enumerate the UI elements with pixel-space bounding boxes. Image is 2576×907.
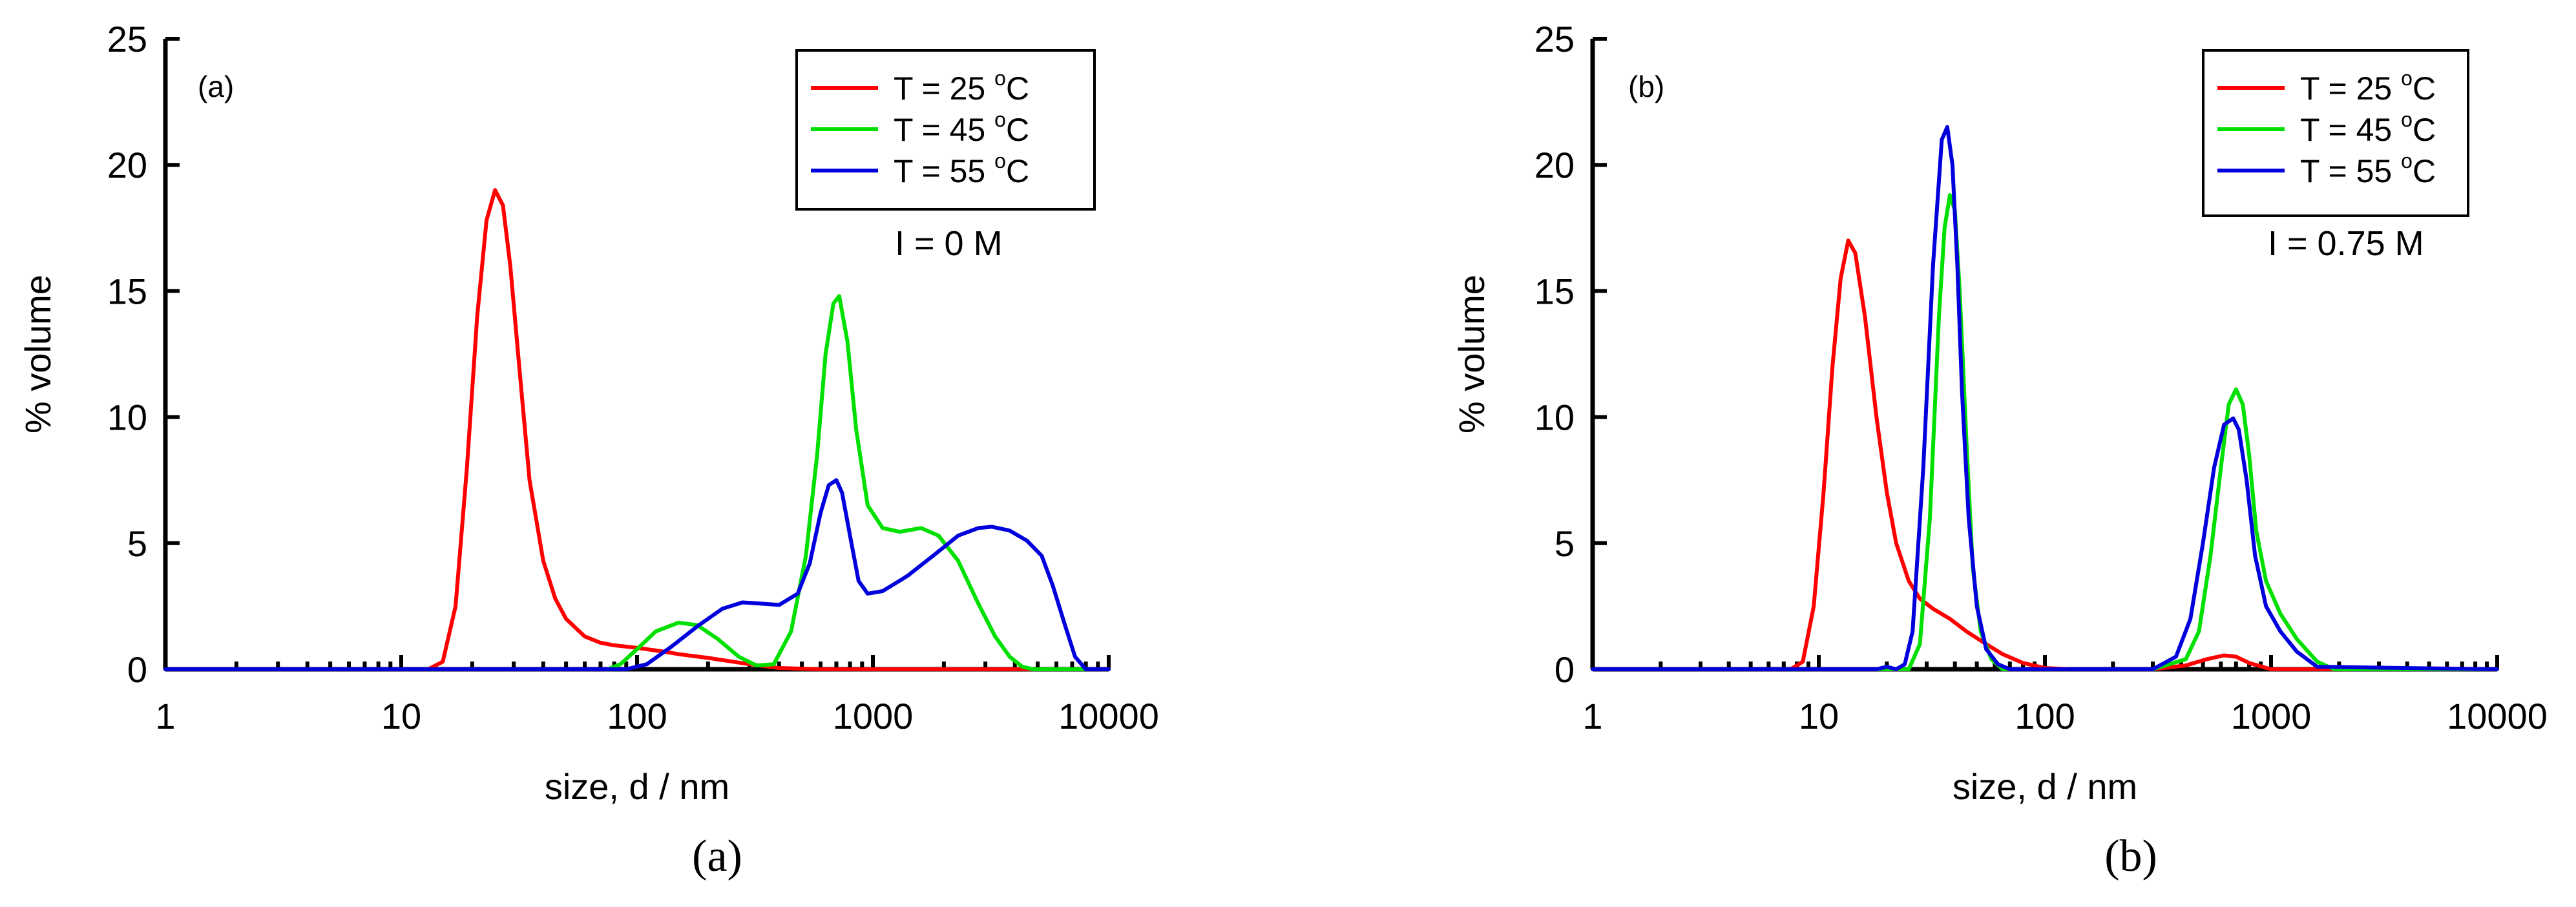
y-tick-label: 25 bbox=[1534, 19, 1575, 59]
x-tick-label: 10 bbox=[1799, 696, 1839, 736]
panel-caption: (a) bbox=[692, 831, 742, 881]
legend-label-degree: o bbox=[2401, 67, 2413, 90]
x-tick-label: 10 bbox=[381, 696, 421, 736]
legend-label-text: T = 45 bbox=[894, 112, 994, 148]
legend-label-unit: C bbox=[1006, 70, 1029, 107]
legend-label-degree: o bbox=[994, 149, 1006, 172]
series-line-3 bbox=[163, 478, 1111, 671]
x-tick-label: 1000 bbox=[2231, 696, 2312, 736]
y-tick-label: 5 bbox=[127, 523, 147, 564]
legend-label-unit: C bbox=[1006, 112, 1029, 148]
y-tick-label: 10 bbox=[107, 397, 147, 438]
legend-label-unit: C bbox=[2413, 153, 2436, 189]
legend-label-text: T = 25 bbox=[2300, 70, 2401, 107]
legend-label-text: T = 25 bbox=[894, 70, 994, 107]
x-axis-title: size, d / nm bbox=[545, 766, 729, 807]
legend-label: T = 55 oC bbox=[894, 149, 1029, 189]
legend-label-text: T = 55 bbox=[894, 153, 994, 189]
legend-label-unit: C bbox=[2413, 70, 2436, 107]
x-tick-label: 100 bbox=[607, 696, 667, 736]
legend: T = 25 oCT = 45 oCT = 55 oC bbox=[795, 49, 1096, 211]
panel-a-chart: 0 5 10 15 20 25 1 10 100 1000 10000 size, d / nm % v… bbox=[17, 19, 1159, 881]
panel-tag: (a) bbox=[198, 70, 234, 103]
series-line-2 bbox=[163, 294, 1111, 671]
series-line-3 bbox=[1591, 125, 2499, 671]
legend-label: T = 25 oC bbox=[2300, 67, 2436, 107]
legend-label-degree: o bbox=[994, 108, 1006, 131]
series-line-1 bbox=[1591, 238, 2499, 671]
y-tick-label: 0 bbox=[127, 649, 147, 690]
x-axis-title: size, d / nm bbox=[1953, 766, 2137, 807]
ionic-strength-annotation: I = 0.75 M bbox=[2268, 224, 2424, 263]
series-line-1 bbox=[163, 188, 1111, 671]
legend-label: T = 25 oC bbox=[894, 67, 1029, 107]
legend-label-text: T = 55 bbox=[2300, 153, 2401, 189]
x-tick-label: 1 bbox=[155, 696, 175, 736]
legend-box bbox=[2202, 49, 2469, 217]
x-tick-label: 1 bbox=[1582, 696, 1602, 736]
panel-tag: (b) bbox=[1628, 70, 1664, 103]
y-tick-label: 15 bbox=[107, 271, 147, 311]
legend-label-degree: o bbox=[2401, 149, 2413, 172]
y-tick-label: 20 bbox=[107, 145, 147, 185]
legend-label-unit: C bbox=[1006, 153, 1029, 189]
legend-label-degree: o bbox=[994, 67, 1006, 90]
legend-label-degree: o bbox=[2401, 108, 2413, 131]
legend-label: T = 45 oC bbox=[894, 108, 1029, 148]
x-tick-label: 100 bbox=[2015, 696, 2075, 736]
legend-label-unit: C bbox=[2413, 112, 2436, 148]
y-axis-title: % volume bbox=[1451, 275, 1492, 433]
legend-label: T = 45 oC bbox=[2300, 108, 2436, 148]
panel-caption: (b) bbox=[2104, 831, 2157, 881]
y-tick-label: 25 bbox=[107, 19, 147, 59]
ionic-strength-annotation: I = 0 M bbox=[895, 224, 1003, 263]
series-line-2 bbox=[1591, 193, 2499, 671]
legend-label-text: T = 45 bbox=[2300, 112, 2401, 148]
panel-b-chart: 0 5 10 15 20 25 1 10 100 1000 10000 size, d / nm % v… bbox=[1451, 19, 2548, 881]
y-tick-label: 15 bbox=[1534, 271, 1575, 311]
legend: T = 25 oCT = 45 oCT = 55 oC bbox=[2202, 49, 2469, 217]
legend-label: T = 55 oC bbox=[2300, 149, 2436, 189]
y-tick-label: 10 bbox=[1534, 397, 1575, 438]
y-axis-title: % volume bbox=[17, 275, 58, 433]
y-tick-label: 20 bbox=[1534, 145, 1575, 185]
x-tick-label: 10000 bbox=[2447, 696, 2548, 736]
x-tick-label: 10000 bbox=[1058, 696, 1159, 736]
x-tick-label: 1000 bbox=[833, 696, 914, 736]
y-tick-label: 0 bbox=[1555, 649, 1575, 690]
y-tick-label: 5 bbox=[1555, 523, 1575, 564]
